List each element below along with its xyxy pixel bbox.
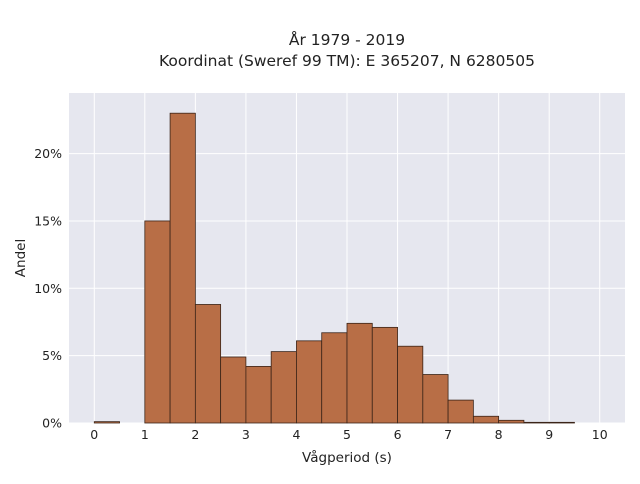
x-tick-label: 6 xyxy=(394,427,402,442)
x-axis-label: Vågperiod (s) xyxy=(302,449,392,466)
histogram-bar xyxy=(498,419,525,424)
x-tick-label: 0 xyxy=(90,427,98,442)
histogram-bars xyxy=(93,112,575,424)
y-tick-label: 10% xyxy=(34,281,62,296)
y-axis-ticks: 0% 5% 10% 15% 20% xyxy=(34,146,62,430)
histogram-bar xyxy=(270,351,297,424)
x-tick-label: 5 xyxy=(343,427,351,442)
chart-title: År 1979 - 2019 xyxy=(289,30,405,49)
histogram-bar xyxy=(194,304,222,424)
histogram-bar xyxy=(296,340,323,424)
x-tick-label: 9 xyxy=(545,427,553,442)
y-tick-label: 20% xyxy=(34,146,62,161)
histogram-bar xyxy=(220,356,247,424)
y-tick-label: 0% xyxy=(42,416,62,431)
histogram-bar xyxy=(548,421,575,424)
histogram-bar xyxy=(523,421,550,424)
histogram-bar xyxy=(93,421,120,424)
histogram-bar xyxy=(144,220,171,424)
y-axis-label: Andel xyxy=(13,239,29,277)
y-tick-label: 5% xyxy=(42,348,62,363)
histogram-bar xyxy=(321,332,348,424)
x-tick-label: 4 xyxy=(292,427,300,442)
y-tick-label: 15% xyxy=(34,213,62,228)
x-tick-label: 10 xyxy=(592,427,608,442)
x-tick-label: 3 xyxy=(242,427,250,442)
chart-subtitle: Koordinat (Sweref 99 TM): E 365207, N 62… xyxy=(159,52,535,70)
histogram-bar xyxy=(346,322,373,424)
x-tick-label: 2 xyxy=(191,427,199,442)
x-tick-label: 1 xyxy=(141,427,149,442)
histogram-bar xyxy=(422,374,449,424)
histogram-bar xyxy=(169,112,196,424)
x-tick-label: 8 xyxy=(495,427,503,442)
histogram-bar xyxy=(245,366,272,424)
histogram-bar xyxy=(472,415,500,424)
histogram-bar xyxy=(397,345,424,424)
histogram-bar xyxy=(371,326,398,424)
histogram-bar xyxy=(447,399,474,424)
x-axis-ticks: 0 1 2 3 4 5 6 7 8 9 10 xyxy=(90,427,607,442)
x-tick-label: 7 xyxy=(444,427,452,442)
